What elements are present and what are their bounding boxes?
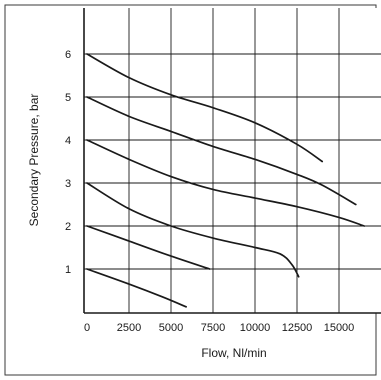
series-line-6 xyxy=(86,53,324,163)
y-tick-label-5: 6 xyxy=(65,49,71,61)
series-line-4 xyxy=(86,139,366,227)
x-tick-label-1: 2500 xyxy=(117,322,141,334)
y-axis-title: Secondary Pressure, bar xyxy=(27,94,41,227)
series-line-3 xyxy=(86,182,300,278)
y-tick-label-4: 5 xyxy=(65,92,71,104)
x-axis-title: Flow, Nl/min xyxy=(201,346,266,360)
y-tick-label-3: 4 xyxy=(65,135,71,147)
series-line-1 xyxy=(86,268,187,308)
x-tick-label-4: 10000 xyxy=(240,322,271,334)
y-tick-label-1: 2 xyxy=(65,221,71,233)
y-tick-label-0: 1 xyxy=(65,264,71,276)
y-tick-label-2: 3 xyxy=(65,178,71,190)
series-line-2 xyxy=(86,225,211,270)
x-tick-label-3: 7500 xyxy=(201,322,225,334)
x-tick-label-6: 15000 xyxy=(324,322,355,334)
x-tick-label-5: 12500 xyxy=(282,322,313,334)
series-line-5 xyxy=(86,96,357,206)
x-tick-label-0: 0 xyxy=(84,322,90,334)
x-tick-label-2: 5000 xyxy=(159,322,183,334)
